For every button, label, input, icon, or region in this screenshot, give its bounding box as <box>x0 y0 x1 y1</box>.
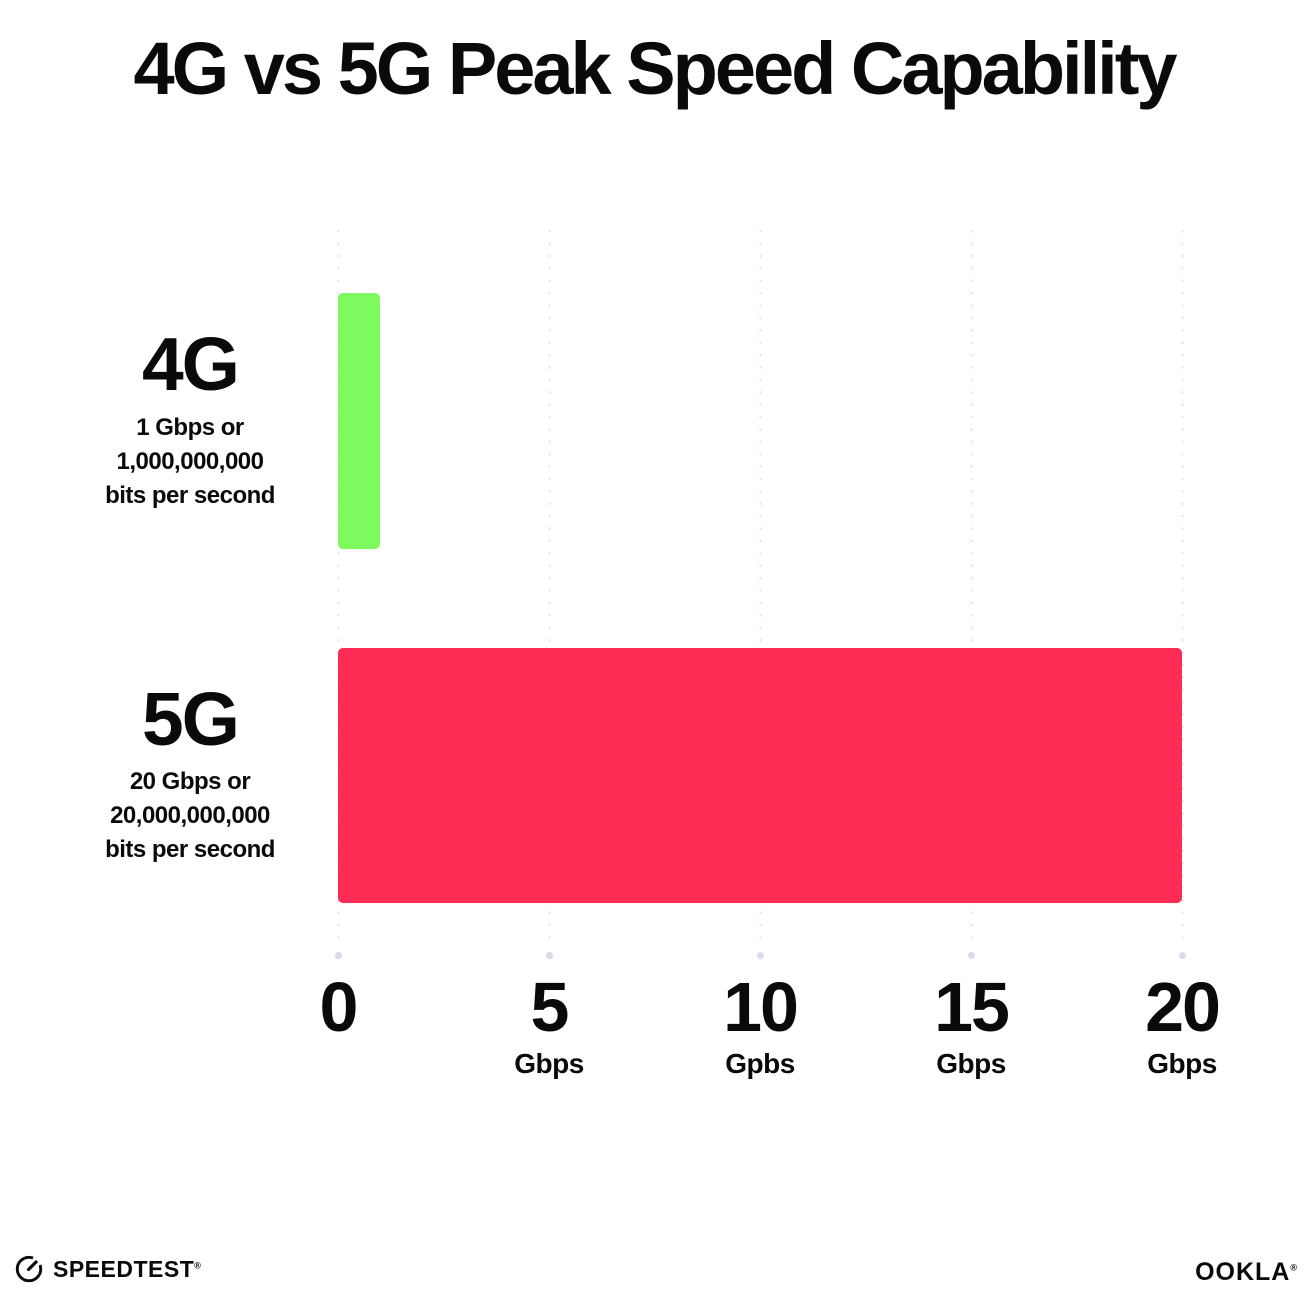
x-tick-15: 15 Gbps <box>934 968 1010 1080</box>
speedtest-trademark: ® <box>194 1259 202 1270</box>
ookla-logo: OOKLA® <box>1195 1258 1298 1287</box>
bar-5g <box>338 648 1182 903</box>
row-label-5g: 5G 20 Gbps or 20,000,000,000 bits per se… <box>40 648 340 903</box>
chart-title: 4G vs 5G Peak Speed Capability <box>133 27 1177 110</box>
ookla-trademark: ® <box>1290 1262 1298 1273</box>
category-subline: 1,000,000,000 <box>116 447 264 475</box>
x-tick-20: 20 Gbps <box>1145 968 1221 1080</box>
speedtest-wordmark: SPEEDTEST® <box>53 1255 202 1282</box>
category-label-4g: 4G <box>141 322 240 407</box>
category-subline: 20,000,000,000 <box>110 802 270 830</box>
x-tick-unit: Gbps <box>936 1048 1006 1079</box>
gridline-5 <box>545 225 553 959</box>
category-subline: bits per second <box>105 481 275 509</box>
x-tick-0: 0 <box>319 968 359 1078</box>
category-subline: bits per second <box>105 836 275 864</box>
x-axis: 0 5 Gbps 10 Gpbs 15 Gbps 20 Gbps <box>320 968 1221 1112</box>
gridline-20 <box>1178 225 1186 959</box>
x-tick-unit: Gbps <box>1147 1048 1217 1079</box>
axis-end-dot <box>1178 952 1186 959</box>
category-label-5g: 5G <box>141 676 240 761</box>
x-tick-value: 0 <box>319 968 359 1046</box>
x-tick-value: 10 <box>723 968 799 1046</box>
axis-end-dot <box>756 952 764 959</box>
x-tick-value: 5 <box>530 968 570 1046</box>
axis-end-dot <box>967 952 975 959</box>
category-subline: 20 Gbps or <box>129 768 251 796</box>
speedtest-logo: SPEEDTEST® <box>14 1254 201 1284</box>
gridline-10 <box>756 225 764 959</box>
category-subline: 1 Gbps or <box>136 413 244 441</box>
gridline-0 <box>334 225 342 959</box>
x-tick-5: 5 Gbps <box>514 972 584 1080</box>
axis-end-dot <box>334 952 342 959</box>
x-tick-unit: Gpbs <box>725 1048 795 1079</box>
ookla-wordmark: OOKLA® <box>1195 1258 1298 1286</box>
x-tick-unit <box>320 1048 357 1078</box>
x-tick-value: 20 <box>1145 968 1221 1046</box>
x-tick-value: 15 <box>934 968 1010 1046</box>
x-tick-10: 10 Gpbs <box>723 968 799 1080</box>
gridline-15 <box>967 225 975 959</box>
row-label-4g: 4G 1 Gbps or 1,000,000,000 bits per seco… <box>40 293 340 549</box>
bar-4g <box>338 293 381 549</box>
speedtest-gauge-icon <box>14 1254 44 1284</box>
axis-end-dot <box>545 952 553 959</box>
x-tick-unit: Gbps <box>514 1048 584 1079</box>
plot-area <box>334 225 1186 959</box>
